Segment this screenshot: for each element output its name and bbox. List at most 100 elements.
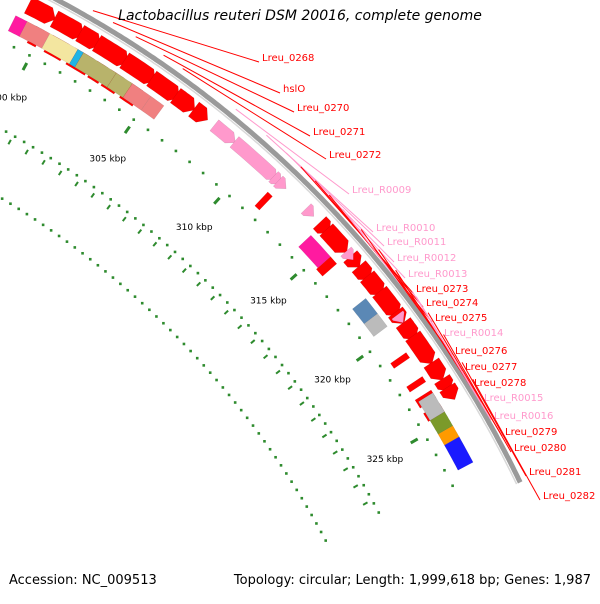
gc-dot bbox=[372, 502, 376, 505]
gc-dot bbox=[208, 371, 212, 374]
gc-dot bbox=[73, 246, 77, 249]
gc-dot bbox=[299, 388, 303, 391]
cog-feature bbox=[140, 95, 165, 120]
cds-feature bbox=[406, 376, 427, 393]
minor-tick bbox=[250, 339, 256, 345]
gc-dot bbox=[227, 393, 231, 397]
gc-dot bbox=[287, 371, 290, 375]
minor-tick bbox=[275, 369, 281, 375]
gc-dot bbox=[57, 234, 61, 238]
minor-tick bbox=[24, 149, 29, 155]
gc-dot bbox=[211, 286, 215, 289]
gc-dot bbox=[160, 138, 164, 142]
gc-dot bbox=[362, 483, 366, 487]
gc-dot bbox=[165, 243, 169, 247]
gc-dot bbox=[358, 336, 361, 340]
gc-dot bbox=[310, 513, 313, 517]
gc-dot bbox=[118, 108, 121, 112]
gc-dot bbox=[181, 257, 185, 261]
cds-feature bbox=[423, 357, 447, 381]
gc-dot bbox=[247, 324, 250, 327]
gc-dot bbox=[305, 505, 309, 508]
gc-dot bbox=[182, 342, 186, 346]
gc-dot bbox=[240, 316, 243, 319]
gc-dot bbox=[233, 401, 237, 404]
gc-dot bbox=[351, 465, 355, 469]
gc-dot bbox=[315, 522, 318, 525]
gc-dot bbox=[58, 162, 61, 166]
gc-dot bbox=[140, 301, 144, 305]
gc-dot bbox=[324, 539, 327, 542]
gc-dot bbox=[92, 185, 96, 189]
gc-dot bbox=[274, 355, 277, 359]
gc-dot bbox=[104, 270, 107, 273]
gc-dot bbox=[103, 98, 107, 102]
gc-dot bbox=[388, 379, 392, 382]
minor-tick bbox=[106, 204, 111, 210]
callout-line bbox=[182, 68, 327, 160]
gc-dot bbox=[12, 45, 16, 49]
gc-dot bbox=[241, 206, 244, 210]
gc-dot bbox=[221, 386, 225, 389]
gc-dot bbox=[17, 207, 21, 211]
feature-label: Lreu_0272 bbox=[329, 150, 381, 161]
gc-dot bbox=[451, 484, 454, 488]
gc-dot bbox=[155, 315, 158, 318]
minor-tick bbox=[181, 268, 187, 274]
gc-dot bbox=[417, 423, 420, 426]
gc-dot bbox=[314, 282, 317, 285]
feature-label: Lreu_0279 bbox=[505, 427, 557, 438]
gc-dot bbox=[101, 191, 104, 195]
gc-dot bbox=[75, 173, 79, 177]
callout-line bbox=[92, 10, 260, 63]
gc-dot bbox=[305, 396, 309, 400]
gc-dot bbox=[73, 80, 77, 83]
gc-dot bbox=[49, 229, 53, 232]
feature-label: Lreu_R0010 bbox=[376, 223, 435, 234]
gc-dot bbox=[204, 279, 207, 282]
gc-dot bbox=[111, 276, 115, 279]
callout-line bbox=[395, 269, 472, 388]
gc-dot bbox=[290, 256, 294, 259]
gc-dot bbox=[88, 89, 92, 92]
gc-dot bbox=[201, 171, 205, 175]
rna-feature bbox=[300, 203, 315, 217]
gc-dot bbox=[253, 218, 257, 222]
gc-dot bbox=[295, 488, 299, 492]
cog-feature bbox=[444, 436, 474, 471]
minor-tick bbox=[167, 254, 173, 260]
gc-dot bbox=[218, 293, 222, 297]
gc-dot bbox=[81, 251, 84, 255]
genome-backbone bbox=[52, 0, 523, 484]
gc-dot bbox=[134, 217, 137, 220]
gc-dot bbox=[267, 347, 271, 351]
feature-label: Lreu_R0013 bbox=[408, 269, 467, 280]
gc-dot bbox=[41, 223, 45, 227]
gc-dot bbox=[341, 448, 344, 451]
tick-label: 300 kbp bbox=[0, 93, 27, 103]
gc-dot bbox=[368, 350, 372, 354]
cds-feature bbox=[23, 0, 56, 24]
feature-label: Lreu_0274 bbox=[426, 298, 478, 309]
gc-dot bbox=[251, 424, 255, 427]
gc-dot bbox=[434, 453, 438, 457]
gc-dot bbox=[125, 210, 129, 214]
gc-dot bbox=[293, 380, 297, 383]
gc-dot bbox=[274, 455, 277, 459]
accession-label: Accession: NC_009513 bbox=[9, 573, 157, 588]
cog-feature bbox=[298, 234, 331, 269]
gc-dot bbox=[233, 308, 236, 312]
tick-label: 325 kbp bbox=[367, 455, 404, 465]
callout-line bbox=[415, 296, 492, 421]
gc-dot bbox=[239, 408, 243, 412]
gc-dot bbox=[323, 422, 327, 425]
cds-feature bbox=[315, 256, 338, 277]
gc-dot bbox=[188, 160, 191, 164]
gc-dot bbox=[443, 468, 446, 472]
tick-mark bbox=[123, 125, 131, 134]
gc-dot bbox=[280, 363, 284, 367]
feature-label: Lreu_0268 bbox=[262, 53, 314, 64]
gc-dot bbox=[319, 530, 323, 534]
